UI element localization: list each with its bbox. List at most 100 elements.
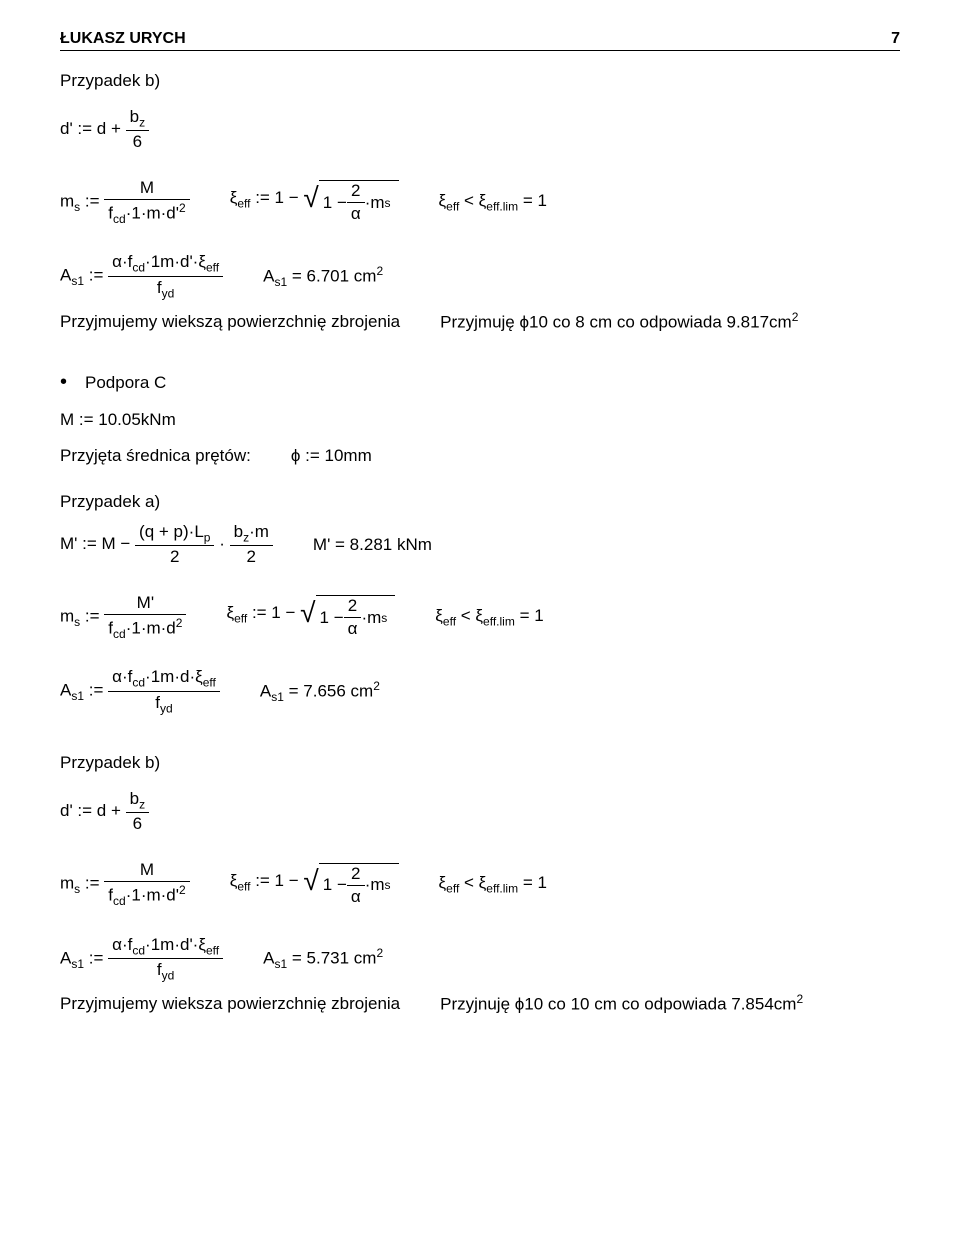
fcd-sub3: cd [113,895,126,909]
accept-large: Przyjmujemy wiekszą powierzchnię zbrojen… [60,312,400,332]
sq2: 2 [179,201,186,215]
frac-M-fcd-3: M fcd·1·m·d'2 [104,860,189,908]
acc-sup2: 2 [796,992,803,1006]
val2: = 7.656 cm [289,681,374,700]
eff-sub8: eff [446,882,459,896]
assign5: := [85,874,104,893]
ms3: m [60,874,74,893]
xi6: ξ [439,873,447,892]
eff-sub7: eff [237,879,250,893]
val3: = 5.731 cm [292,949,377,968]
val2-sup: 2 [373,679,380,693]
eff-sub: eff [237,197,250,211]
bz-sub3: z [139,797,145,811]
dot: · [219,534,225,553]
xi-eff-assign: ξeff := 1 − √ 1 − 2 α ·ms [230,180,399,224]
frac-bz-6-2: bz 6 [126,789,149,834]
cd-sub2: cd [132,676,145,690]
case-b-label-2: Przypadek b) [60,753,900,773]
s1-subf: s1 [274,957,287,971]
dot-ms: ·m [365,193,385,213]
as1-val-2: As1 = 7.656 cm2 [260,679,380,704]
accept-phi2: Przyjnuję ϕ10 co 10 cm co odpowiada 7.85… [440,992,803,1015]
frac-bzm: bz·m 2 [230,522,273,567]
ms2: m [60,607,74,626]
two-num2: 2 [344,596,362,618]
ms-assign-2: ms := M' fcd·1·m·d2 [60,593,186,641]
p-sub: p [204,530,211,544]
mprime-val: M' = 8.281 kNm [313,535,432,555]
cd-sub3: cd [132,943,145,957]
accept-row-1: Przyjmujemy wiekszą powierzchnię zbrojen… [60,310,900,333]
xi-compare-3: ξeff < ξeff.lim = 1 [439,873,547,895]
ms-assign: ms := M fcd·1·m·d'2 [60,178,190,226]
author-name: ŁUKASZ URYCH [60,30,186,48]
yd-sub2: yd [160,701,173,715]
As1: A [60,266,71,285]
num-Mp: M' [104,593,186,615]
num-M3: M [104,860,189,882]
accept-phi: Przyjmuję ϕ10 co 8 cm co odpowiada 9.817… [440,310,798,333]
alpha-fcd: α·f [112,252,132,271]
dot-ms2: ·m [361,608,381,628]
efflim-sub3: eff.lim [486,882,518,896]
val1-sup: 2 [376,264,383,278]
frac-bz-6: bz 6 [126,107,149,152]
eff-sub9: eff [206,943,219,957]
den-two-2: 2 [230,546,273,567]
frac-2-alpha: 2 α [347,181,365,224]
dot-ms-sub2: s [381,611,387,625]
accept-phi-text: Przyjmuję ϕ10 co 8 cm co odpowiada 9.817… [440,313,792,332]
sqrt-3: √ 1 − 2 α ·ms [303,863,398,907]
alpha-fcd2: α·f [112,667,132,686]
bzm: b [234,522,243,541]
case-b-label: Przypadek b) [60,71,900,91]
phi-assign: ϕ := 10mm [291,446,372,466]
eff-sub2: eff [446,200,459,214]
six: 6 [126,131,149,152]
as1-assign-2: As1 := α·fcd·1m·d·ξeff fyd [60,667,220,715]
fcd-sub2: cd [113,627,126,641]
frac-M-fcd: M fcd·1·m·d'2 [104,178,189,226]
frac-qplp: (q + p)·Lp 2 [135,522,214,567]
one-m-d-xi3: ·1m·d'·ξ [145,935,206,954]
xi-compare: ξeff < ξeff.lim = 1 [439,191,547,213]
val3-sup: 2 [376,946,383,960]
accept-phi2-text: Przyjnuję ϕ10 co 10 cm co odpowiada 7.85… [440,995,796,1014]
frac-as1-3: α·fcd·1m·d'·ξeff fyd [108,935,223,983]
xi3: ξ [226,603,234,622]
eq-as1-row-2: As1 := α·fcd·1m·d·ξeff fyd As1 = 7.656 c… [60,667,900,715]
alpha-den2: α [344,618,362,639]
one-minus: 1 − [323,193,347,213]
num-M: M [104,178,189,200]
surd-icon-2: √ [300,599,315,643]
sq2c: 2 [179,883,186,897]
as1-val-3: As1 = 5.731 cm2 [263,946,383,971]
den-two-1: 2 [135,546,214,567]
cd-sub: cd [132,261,145,275]
assign4: := [89,681,108,700]
dot-ms-sub: s [385,196,391,210]
accept-row-2: Przyjmujemy wieksza powierzchnię zbrojen… [60,992,900,1015]
xi-cmp3: < ξ [464,873,486,892]
As1f: A [263,949,274,968]
frac-Mp-fcd: M' fcd·1·m·d2 [104,593,186,641]
assign3: := [85,607,104,626]
bz: b [130,107,139,126]
one-m-dp3: ·1·m·d' [126,886,179,905]
frac-as1-2: α·fcd·1m·d·ξeff fyd [108,667,220,715]
eq-dprime-1: d' := d + bz 6 [60,107,900,152]
bz2: b [130,789,139,808]
As1b: A [263,266,274,285]
one-m-d-xi: ·1m·d'·ξ [145,252,206,271]
frac-2-alpha-2: 2 α [344,596,362,639]
Mprime: M' := M − [60,534,135,553]
accept-large2: Przyjmujemy wieksza powierzchnię zbrojen… [60,994,400,1014]
two-num3: 2 [347,864,365,886]
eff-sub5: eff [443,614,456,628]
one-m-d: ·1·m·d [126,619,176,638]
eff-sub4: eff [234,612,247,626]
yd-sub: yd [162,286,175,300]
m: ·m [249,522,269,541]
as1-assign-3: As1 := α·fcd·1m·d'·ξeff fyd [60,935,223,983]
